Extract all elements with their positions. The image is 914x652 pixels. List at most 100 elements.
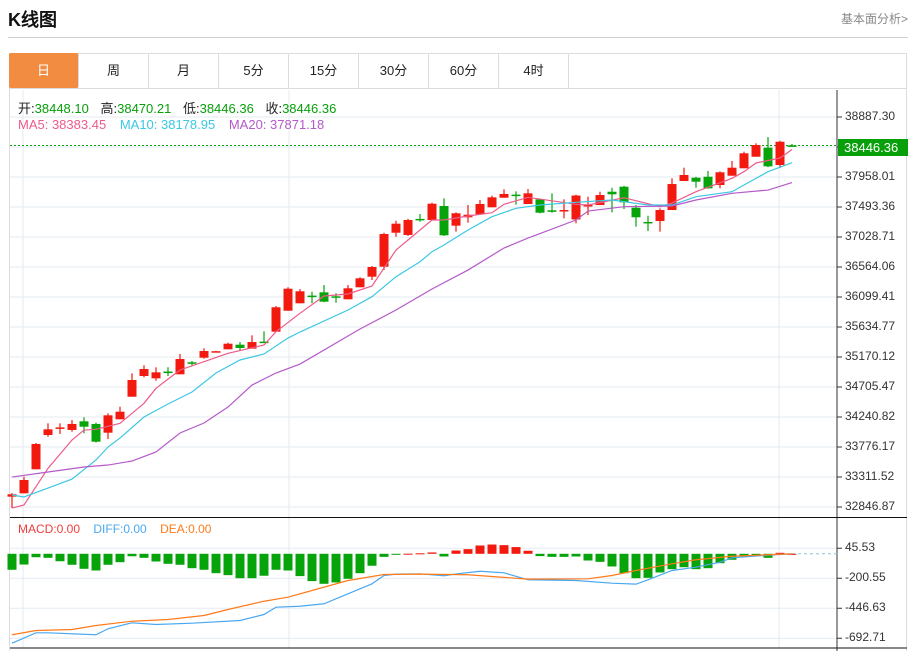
candle-up xyxy=(103,415,113,433)
price-axis-label: 34705.47 xyxy=(845,379,896,393)
macd-bar xyxy=(295,553,305,577)
candle-up xyxy=(391,223,401,233)
tab-week[interactable]: 周 xyxy=(79,53,149,88)
candle-up xyxy=(31,443,41,470)
tab-30min[interactable]: 30分 xyxy=(359,53,429,88)
tab-4hour[interactable]: 4时 xyxy=(499,53,569,88)
macd-bar xyxy=(319,553,329,584)
candle-down xyxy=(511,194,521,197)
candle-down xyxy=(415,218,425,221)
candle-up xyxy=(55,427,65,429)
macd-bar xyxy=(67,553,77,565)
candle-up xyxy=(379,234,389,267)
macd-bar xyxy=(691,553,701,570)
macd-bar xyxy=(79,553,89,569)
tab-month[interactable]: 月 xyxy=(149,53,219,88)
candle-up xyxy=(175,359,185,375)
open-value: 38448.10 xyxy=(34,101,89,116)
candle-up xyxy=(571,195,581,220)
macd-bar xyxy=(31,553,41,558)
macd-bar xyxy=(91,553,101,571)
macd-bar xyxy=(739,553,749,557)
macd-bar xyxy=(643,553,653,578)
macd-bar xyxy=(559,553,569,557)
ma10-line xyxy=(11,162,793,498)
macd-bar xyxy=(499,545,509,554)
current-price-label: 38446.36 xyxy=(838,139,908,156)
macd-bar xyxy=(523,550,533,554)
macd-bar xyxy=(115,553,125,563)
candle-down xyxy=(619,186,629,203)
candle-up xyxy=(739,153,749,169)
page-title: K线图 xyxy=(8,10,57,30)
low-value: 38446.36 xyxy=(199,101,254,116)
candle-up xyxy=(595,195,605,206)
macd-bar xyxy=(475,545,485,554)
macd-bar xyxy=(571,553,581,557)
price-axis-label: 37958.01 xyxy=(845,169,896,183)
candle-down xyxy=(535,199,545,213)
candle-up xyxy=(499,193,509,198)
candle-down xyxy=(439,205,449,236)
macd-axis-label: -446.63 xyxy=(845,600,886,615)
candle-up xyxy=(451,213,461,226)
candle-down xyxy=(259,341,269,344)
price-axis-label: 37493.36 xyxy=(845,199,896,213)
candle-up xyxy=(283,288,293,311)
candle-up xyxy=(43,429,53,436)
macd-bar xyxy=(631,553,641,579)
candle-up xyxy=(655,209,665,222)
high-value: 38470.21 xyxy=(117,101,172,116)
price-axis-label: 32846.87 xyxy=(845,499,896,513)
candle-up xyxy=(667,184,677,210)
close-label: 收: xyxy=(265,101,283,116)
candle-up xyxy=(583,205,593,207)
candle-up xyxy=(715,172,725,186)
macd-bar xyxy=(379,553,389,557)
macd-bar xyxy=(367,553,377,566)
diff-legend-value: DIFF:0.00 xyxy=(93,522,147,536)
macd-axis-label: 45.53 xyxy=(845,540,876,555)
macd-bar xyxy=(763,553,773,558)
tab-15min[interactable]: 15分 xyxy=(289,53,359,88)
macd-bar xyxy=(343,553,353,579)
macd-bar xyxy=(487,544,497,554)
macd-bar xyxy=(55,553,65,562)
macd-bar xyxy=(355,553,365,574)
tab-5min[interactable]: 5分 xyxy=(219,53,289,88)
candle-down xyxy=(703,176,713,189)
tab-60min[interactable]: 60分 xyxy=(429,53,499,88)
candle-up xyxy=(211,351,221,353)
macd-bar xyxy=(151,553,161,562)
candle-up xyxy=(127,379,137,397)
macd-bar xyxy=(463,549,473,554)
candle-down xyxy=(763,147,773,167)
macd-bar xyxy=(403,553,413,555)
macd-bar xyxy=(103,553,113,565)
macd-bar xyxy=(187,553,197,569)
macd-bar xyxy=(199,553,209,570)
macd-bar xyxy=(427,552,437,554)
open-label: 开: xyxy=(18,101,35,116)
candle-up xyxy=(523,193,533,204)
candle-down xyxy=(319,292,329,302)
price-axis-label: 33776.17 xyxy=(845,439,896,453)
candle-up xyxy=(199,351,209,358)
macd-bar xyxy=(535,553,545,557)
macd-bar xyxy=(283,553,293,571)
candle-up xyxy=(271,307,281,332)
candle-down xyxy=(787,145,797,147)
candle-up xyxy=(427,203,437,221)
header-divider xyxy=(8,37,908,38)
macd-bar xyxy=(715,553,725,564)
macd-bar xyxy=(247,553,257,579)
macd-bar xyxy=(703,553,713,569)
macd-bar xyxy=(595,553,605,562)
fundamental-analysis-link[interactable]: 基本面分析> xyxy=(840,12,908,26)
ma20-legend: MA20: 37871.18 xyxy=(228,117,325,132)
candle-up xyxy=(775,141,785,165)
candle-down xyxy=(331,296,341,298)
tab-day[interactable]: 日 xyxy=(9,53,79,88)
price-axis-label: 38887.30 xyxy=(845,109,896,123)
